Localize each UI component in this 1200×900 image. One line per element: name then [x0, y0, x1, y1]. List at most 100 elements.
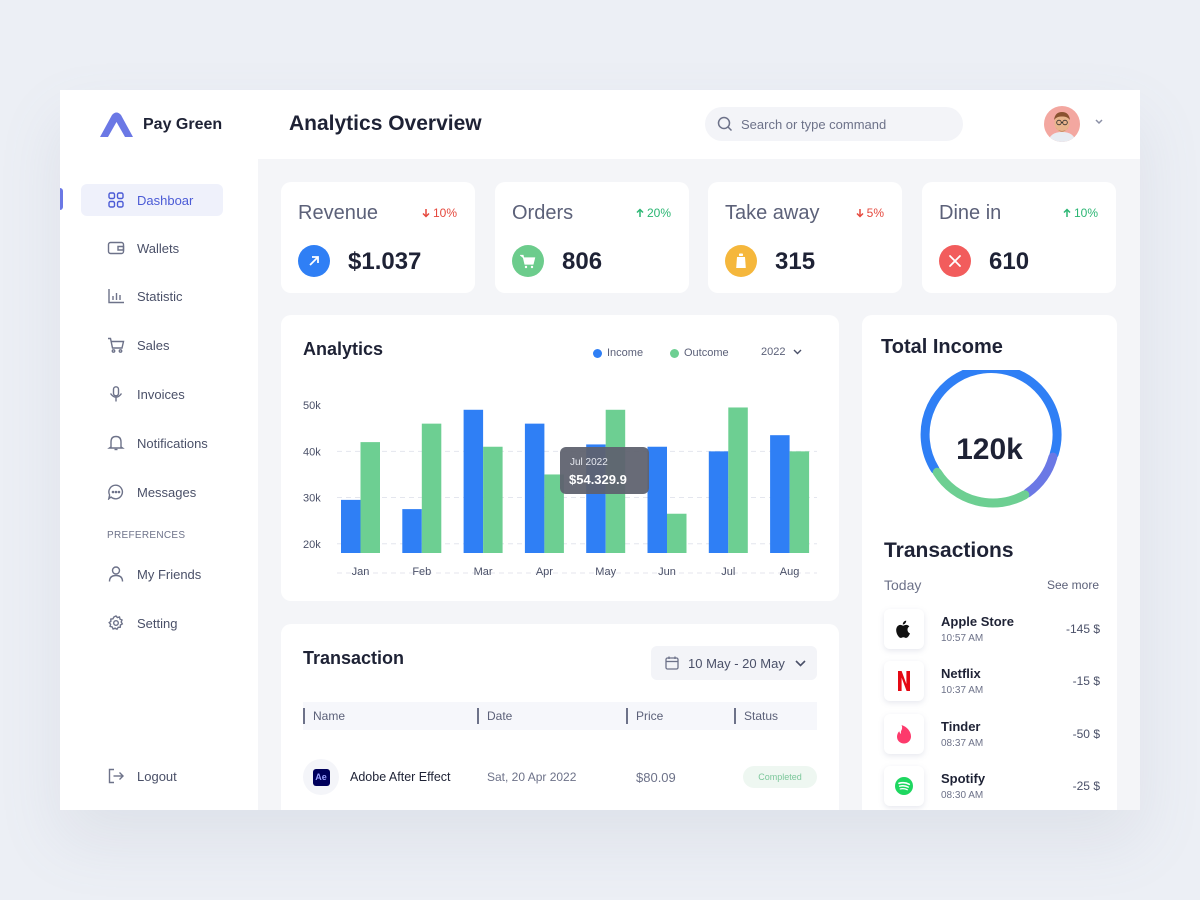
sidebar-item-notifications[interactable]: Notifications — [81, 427, 223, 459]
sidebar-item-dashboard[interactable]: Dashboar — [81, 184, 223, 216]
bar-income — [524, 423, 545, 553]
bar-outcome — [421, 423, 442, 553]
sidebar-item-wallets[interactable]: Wallets — [81, 232, 223, 264]
merchant-name: Spotify — [941, 771, 986, 786]
merchant-time: 08:30 AM — [941, 790, 984, 801]
merchant-amount: -145 $ — [1065, 622, 1100, 636]
search-bar[interactable] — [705, 107, 963, 141]
bar-income — [770, 435, 790, 553]
table-row[interactable]: Ae Adobe After Effect Sat, 20 Apr 2022 $… — [303, 759, 817, 795]
sidebar-item-label: Invoices — [137, 386, 185, 402]
income-dot — [593, 348, 602, 358]
table-header: Name Date Price Status — [303, 702, 817, 730]
sidebar-item-label: Setting — [137, 615, 178, 631]
top-bar: Analytics Overview — [258, 90, 1140, 159]
year-select-value: 2022 — [761, 346, 786, 358]
transaction-price: $80.09 — [636, 770, 676, 785]
column-header-status[interactable]: Status — [734, 708, 778, 724]
bar-income — [402, 509, 422, 553]
sidebar-item-messages[interactable]: Messages — [81, 476, 223, 508]
arrow-up-icon — [1063, 208, 1071, 217]
column-header-date[interactable]: Date — [477, 708, 512, 724]
legend-income-label: Income — [607, 347, 644, 359]
stat-value: $1.037 — [348, 248, 422, 275]
transaction-item-netflix[interactable]: Netflix 10:37 AM -15 $ — [884, 661, 1100, 701]
bar-outcome — [544, 474, 564, 553]
transaction-item-apple-store[interactable]: Apple Store 10:57 AM -145 $ — [884, 609, 1100, 649]
avatar[interactable] — [1044, 106, 1080, 142]
year-select[interactable]: 2022 — [753, 337, 817, 367]
search-input[interactable] — [741, 116, 941, 132]
logo-icon — [100, 112, 133, 137]
analytics-title: Analytics — [303, 339, 384, 359]
sidebar-item-invoices[interactable]: Invoices — [81, 378, 223, 410]
stat-title: Orders — [512, 202, 574, 224]
column-header-price[interactable]: Price — [626, 708, 663, 724]
logout-icon — [108, 768, 124, 784]
bar-income — [341, 499, 361, 553]
stat-card-take-away[interactable]: Take away 5% 315 — [708, 182, 902, 293]
chevron-down-icon[interactable] — [1094, 118, 1104, 126]
total-income-value: 120k — [956, 433, 1023, 466]
transaction-item-spotify[interactable]: Spotify 08:30 AM -25 $ — [884, 766, 1100, 806]
sidebar-item-label: Dashboar — [137, 192, 194, 208]
y-tick-label: 30k — [303, 493, 321, 505]
transaction-item-tinder[interactable]: Tinder 08:37 AM -50 $ — [884, 714, 1100, 754]
transactions-title: Transactions — [884, 539, 1014, 562]
stat-icon — [939, 245, 971, 277]
stat-change: 5% — [856, 206, 884, 220]
bar-income — [463, 409, 484, 553]
cart-icon — [520, 254, 536, 268]
stat-change-value: 10% — [432, 206, 457, 220]
y-tick-label: 20k — [303, 539, 321, 551]
stat-icon — [512, 245, 544, 277]
legend-outcome-label: Outcome — [684, 347, 729, 359]
takeaway-cup-icon — [736, 253, 746, 268]
stat-change-value: 10% — [1073, 206, 1098, 220]
stat-change-value: 20% — [646, 206, 671, 220]
transaction-title: Transaction — [303, 648, 405, 668]
merchant-time: 08:37 AM — [941, 738, 984, 749]
stat-card-orders[interactable]: Orders 20% 806 — [495, 182, 689, 293]
stat-value: 806 — [562, 248, 603, 275]
message-icon — [107, 484, 124, 500]
bar-income — [708, 451, 729, 553]
app-name: Pay Green — [143, 116, 223, 133]
x-tick-label: Apr — [536, 566, 553, 578]
merchant-amount: -15 $ — [1072, 674, 1100, 688]
active-nav-indicator — [60, 188, 63, 210]
logo[interactable]: Pay Green — [98, 112, 222, 138]
column-header-name[interactable]: Name — [303, 708, 345, 724]
chart-tooltip — [560, 447, 649, 494]
analytics-bar-chart: 50k 40k 30k 20k Jan Feb Mar Apr May Jun Jul Aug Jul … — [303, 400, 817, 578]
x-tick-label: Mar — [474, 566, 493, 578]
arrow-up-right-icon — [309, 256, 319, 266]
sidebar-item-sales[interactable]: Sales — [81, 329, 223, 361]
bar-outcome — [667, 513, 687, 553]
sidebar-item-my-friends[interactable]: My Friends — [81, 558, 223, 590]
sidebar-item-label: Statistic — [137, 288, 183, 304]
logout-button[interactable]: Logout — [81, 760, 223, 792]
y-tick-label: 40k — [303, 446, 321, 458]
x-tick-label: Jun — [658, 566, 676, 578]
merchant-amount: -25 $ — [1072, 779, 1100, 793]
stat-change: 10% — [422, 206, 457, 220]
transaction-card: Transaction 10 May - 20 May Name Date Pr… — [281, 624, 839, 810]
date-range-picker[interactable]: 10 May - 20 May — [651, 646, 817, 680]
stat-value: 315 — [775, 248, 816, 275]
apple-icon — [884, 609, 924, 649]
sidebar-item-label: My Friends — [137, 566, 202, 582]
stat-card-revenue[interactable]: Revenue 10% $1.037 — [281, 182, 475, 293]
sidebar-item-label: Messages — [137, 484, 197, 500]
bar-outcome — [483, 446, 503, 553]
sidebar-item-statistic[interactable]: Statistic — [81, 280, 223, 312]
see-more-link[interactable]: See more — [1046, 578, 1099, 592]
status-badge: Completed — [743, 766, 817, 788]
stat-change: 20% — [636, 206, 671, 220]
cart-icon — [108, 337, 125, 353]
bar-chart-icon — [108, 289, 124, 304]
bell-icon — [107, 435, 125, 451]
sidebar-item-setting[interactable]: Setting — [81, 607, 223, 639]
stat-card-dine-in[interactable]: Dine in 10% 610 — [922, 182, 1116, 293]
stat-icon — [298, 245, 330, 277]
